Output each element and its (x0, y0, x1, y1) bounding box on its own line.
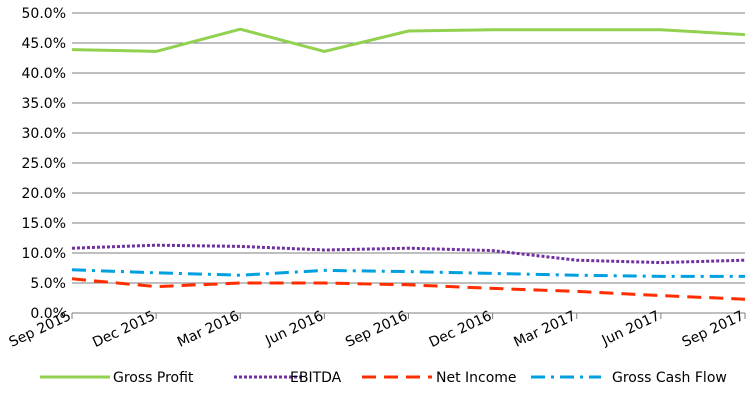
x-tick-label: Dec 2016 (427, 308, 495, 351)
y-tick-label: 30.0% (22, 126, 66, 142)
x-tick-label: Jun 2016 (262, 308, 326, 349)
y-tick-label: 50.0% (22, 6, 66, 22)
y-tick-label: 10.0% (22, 246, 66, 262)
x-tick-label: Mar 2017 (511, 308, 578, 351)
legend-label: Gross Cash Flow (612, 370, 727, 386)
series-line (71, 243, 746, 265)
x-tick-label: Mar 2016 (175, 308, 242, 351)
x-axis: Sep 2015 Dec 2015 Mar 2016 Jun 2016 Sep 2016… (7, 308, 746, 351)
grid-lines (72, 12, 745, 314)
y-tick-label: 20.0% (22, 186, 66, 202)
legend: Gross Profit EBITDA Net Income Gross Cash F… (40, 370, 727, 386)
x-tick-label: Sep 2017 (680, 308, 746, 351)
series-lines (71, 27, 746, 301)
y-axis-ticks: 0.0% 5.0% 10.0% 15.0% 20.0% 25.0% 30.0% 35.0% 40… (22, 6, 66, 322)
y-tick-label: 25.0% (22, 156, 66, 172)
legend-label: Net Income (436, 370, 517, 386)
y-tick-label: 15.0% (22, 216, 66, 232)
y-tick-label: 45.0% (22, 36, 66, 52)
x-tick-label: Jun 2017 (599, 308, 663, 349)
legend-label: Gross Profit (113, 370, 194, 386)
x-tick-label: Sep 2016 (343, 308, 410, 351)
y-tick-label: 5.0% (30, 276, 66, 292)
legend-label: EBITDA (290, 370, 342, 386)
x-tick-label: Dec 2015 (90, 308, 158, 351)
y-tick-label: 40.0% (22, 66, 66, 82)
series-line (71, 277, 746, 301)
series-line (71, 27, 746, 53)
y-tick-label: 35.0% (22, 96, 66, 112)
y-tick-label: 0.0% (30, 306, 66, 322)
series-line (71, 268, 745, 278)
